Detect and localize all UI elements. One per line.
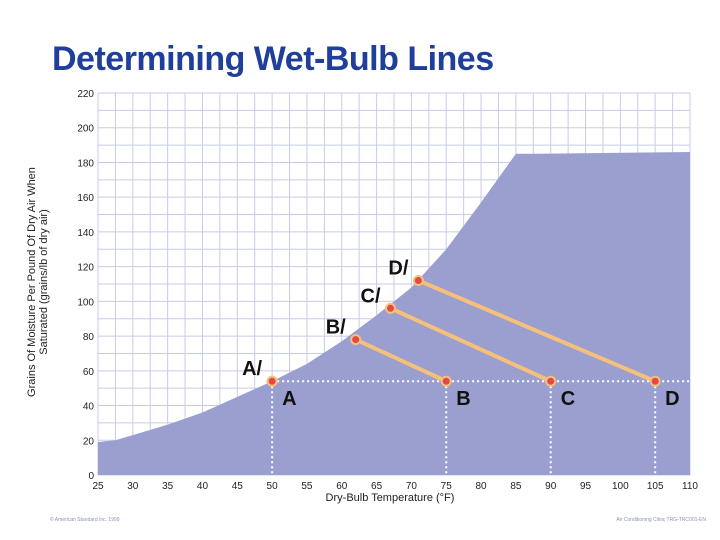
x-tick-label: 25 [92,481,104,492]
y-tick-label: 220 [77,89,94,100]
x-tick-label: 90 [545,481,557,492]
point-label: C [561,388,575,410]
x-tick-label: 55 [301,481,313,492]
y-tick-label: 200 [77,124,94,135]
x-tick-label: 40 [197,481,209,492]
y-tick-label: 120 [77,263,94,274]
y-tick-label: 20 [83,436,95,447]
x-tick-label: 35 [162,481,174,492]
x-axis-label: Dry-Bulb Temperature (°F) [325,492,455,504]
y-tick-label: 60 [83,367,95,378]
reference-lines [271,380,690,475]
saturation-area [98,152,690,475]
wet-bulb-line [353,337,449,384]
data-points [266,275,661,387]
data-point [385,302,397,314]
wet-bulb-line [388,306,553,384]
y-tick-label: 100 [77,297,94,308]
point-label: B/ [326,317,346,339]
y-tick-label: 40 [83,402,95,413]
data-point [350,334,362,346]
x-tick-label: 65 [371,481,383,492]
slide-title: Determining Wet-Bulb Lines [52,40,494,78]
data-point [545,375,557,387]
y-tick-label: 0 [88,471,94,482]
x-tick-label: 85 [510,481,522,492]
point-label: A/ [242,358,262,380]
y-tick-label: 180 [77,158,94,169]
copyright-footer: © American Standard Inc. 1999 [50,517,120,523]
wet-bulb-line [416,278,658,384]
x-tick-label: 70 [406,481,418,492]
axis-ticks: 25 30 35 40 45 50 55 60 65 70 75 80 85 90 95 100 105 110 0… [77,89,698,492]
point-label: A [282,388,296,410]
wet-bulb-lines [353,278,658,384]
data-point [440,375,452,387]
y-tick-label: 160 [77,193,94,204]
point-label: B [456,388,470,410]
data-point [649,375,661,387]
x-tick-label: 60 [336,481,348,492]
x-tick-label: 95 [580,481,592,492]
data-point [412,275,424,287]
x-tick-label: 110 [682,481,698,492]
point-label: D [665,388,679,410]
x-tick-label: 30 [127,481,139,492]
point-label: D/ [388,258,408,280]
point-label: C/ [361,285,381,307]
point-labels: A B C D A/B/C/D/ [242,258,680,411]
course-footer: Air Conditioning Clinic TRG-TRC001-EN [616,517,706,523]
y-axis-label: Grains Of Moisture Per Pound Of Dry Air … [26,167,50,397]
data-point [266,375,278,387]
x-tick-label: 75 [441,481,453,492]
x-tick-label: 50 [267,481,279,492]
x-tick-label: 80 [475,481,487,492]
x-tick-label: 45 [232,481,244,492]
x-tick-label: 100 [612,481,629,492]
y-tick-label: 80 [83,332,95,343]
y-tick-label: 140 [77,228,94,239]
x-tick-label: 105 [647,481,664,492]
